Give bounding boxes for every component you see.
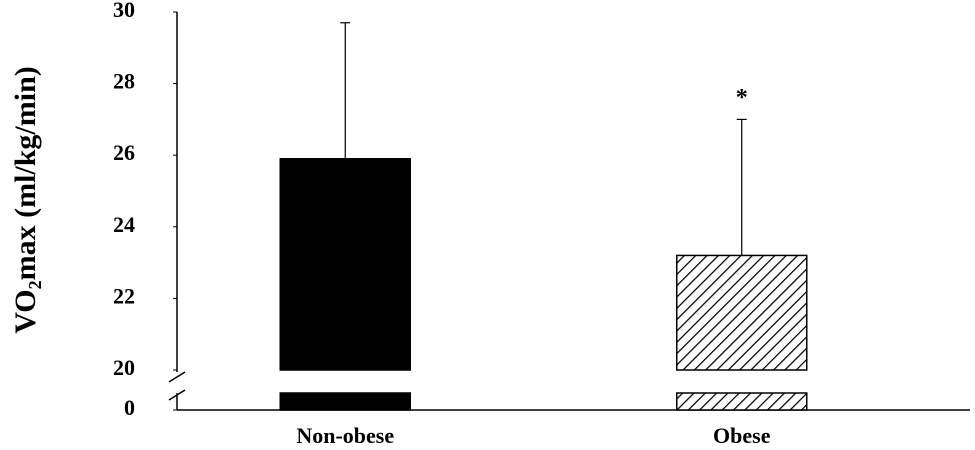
y-tick-label: 22	[113, 283, 135, 308]
axis-break	[168, 371, 186, 383]
bar-stub	[279, 392, 411, 411]
y-tick-label: 24	[113, 212, 135, 237]
x-tick-label: Non-obese	[296, 423, 394, 448]
axis-break	[168, 389, 186, 401]
bar	[279, 158, 411, 371]
y-tick-label: 20	[113, 355, 135, 380]
x-tick-label: Obese	[713, 423, 771, 448]
y-axis-label: VO₂max (ml/kg/min)	[9, 66, 42, 334]
bar	[676, 254, 808, 371]
y-tick-label: 26	[113, 140, 135, 165]
y-tick-label: 0	[124, 395, 135, 420]
bar-stub	[676, 392, 808, 411]
y-tick-label: 30	[113, 0, 135, 22]
y-tick-label: 28	[113, 69, 135, 94]
annotation: *	[736, 85, 748, 111]
